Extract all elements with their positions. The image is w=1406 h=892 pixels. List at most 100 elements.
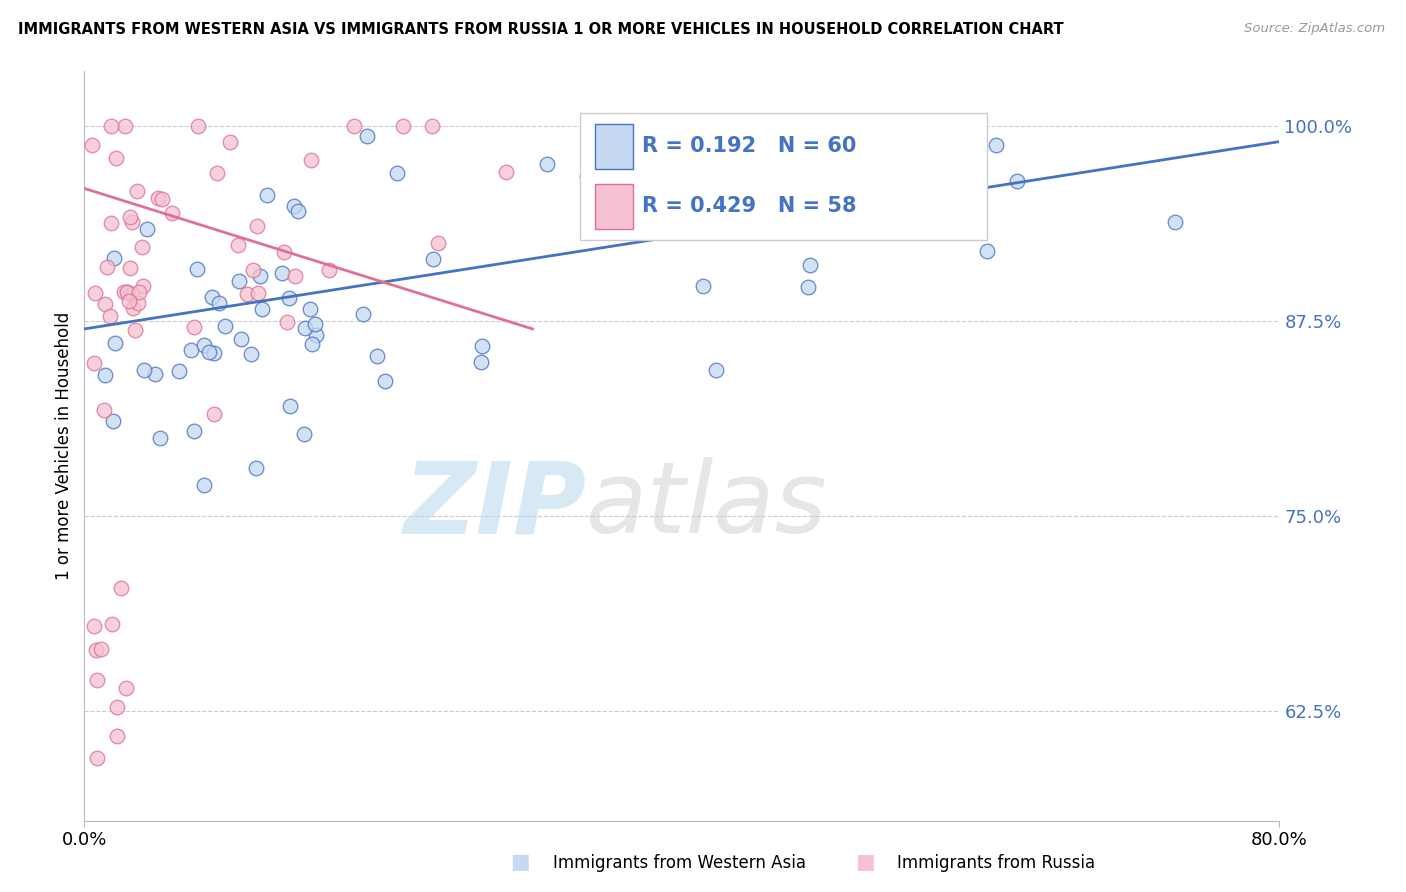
- Point: [148, 431, 170, 445]
- Point: [471, 339, 494, 353]
- Point: [104, 336, 127, 351]
- Point: [201, 290, 224, 304]
- Point: [193, 478, 215, 492]
- Point: [470, 354, 492, 368]
- Point: [218, 136, 240, 150]
- FancyBboxPatch shape: [595, 124, 633, 169]
- Point: [82, 138, 104, 153]
- Point: [93, 402, 115, 417]
- Point: [86, 673, 108, 687]
- Point: [385, 166, 408, 180]
- Point: [121, 215, 143, 229]
- Point: [202, 345, 225, 359]
- Point: [228, 238, 250, 252]
- Point: [292, 426, 315, 441]
- Point: [101, 616, 124, 631]
- Point: [197, 344, 219, 359]
- Point: [976, 244, 998, 258]
- Point: [391, 119, 413, 133]
- Point: [180, 343, 202, 357]
- Point: [122, 301, 145, 315]
- Point: [183, 424, 205, 438]
- Point: [278, 399, 301, 413]
- Text: Immigrants from Russia: Immigrants from Russia: [897, 855, 1095, 872]
- Point: [124, 323, 146, 337]
- FancyBboxPatch shape: [595, 184, 633, 228]
- Point: [127, 295, 149, 310]
- Text: IMMIGRANTS FROM WESTERN ASIA VS IMMIGRANTS FROM RUSSIA 1 OR MORE VEHICLES IN HOU: IMMIGRANTS FROM WESTERN ASIA VS IMMIGRAN…: [18, 22, 1064, 37]
- Point: [160, 206, 183, 220]
- Point: [100, 119, 122, 133]
- Point: [318, 262, 340, 277]
- Point: [246, 285, 269, 300]
- Point: [356, 128, 378, 143]
- Point: [283, 199, 305, 213]
- Point: [797, 280, 820, 294]
- Point: [125, 184, 148, 198]
- Point: [799, 258, 821, 272]
- Point: [304, 318, 326, 332]
- Point: [90, 641, 112, 656]
- Point: [136, 222, 159, 236]
- FancyBboxPatch shape: [581, 112, 987, 240]
- Point: [207, 166, 229, 180]
- Point: [131, 278, 153, 293]
- Point: [284, 268, 307, 283]
- Point: [193, 338, 215, 352]
- Text: ZIP: ZIP: [404, 458, 586, 555]
- Point: [214, 318, 236, 333]
- Point: [115, 285, 138, 300]
- Point: [118, 260, 141, 275]
- Point: [495, 164, 517, 178]
- Point: [704, 363, 727, 377]
- Point: [84, 642, 107, 657]
- Point: [298, 301, 321, 316]
- Point: [98, 309, 121, 323]
- Point: [366, 350, 388, 364]
- Point: [986, 138, 1008, 153]
- Point: [294, 320, 316, 334]
- Point: [422, 119, 444, 133]
- Text: Immigrants from Western Asia: Immigrants from Western Asia: [553, 855, 806, 872]
- Text: Source: ZipAtlas.com: Source: ZipAtlas.com: [1244, 22, 1385, 36]
- Point: [301, 337, 323, 351]
- Text: R = 0.429   N = 58: R = 0.429 N = 58: [643, 196, 858, 216]
- Point: [252, 301, 274, 316]
- Point: [167, 364, 190, 378]
- Point: [271, 266, 294, 280]
- Point: [83, 285, 105, 300]
- Point: [256, 188, 278, 202]
- Point: [100, 216, 122, 230]
- Point: [242, 262, 264, 277]
- Point: [107, 699, 129, 714]
- Point: [183, 320, 205, 334]
- Text: ■: ■: [855, 853, 875, 872]
- Point: [131, 239, 153, 253]
- Point: [186, 261, 208, 276]
- Text: R = 0.192   N = 60: R = 0.192 N = 60: [643, 136, 856, 156]
- Point: [246, 219, 269, 233]
- Point: [1164, 215, 1187, 229]
- Point: [86, 751, 108, 765]
- Point: [299, 153, 322, 167]
- Point: [692, 279, 714, 293]
- Point: [96, 260, 118, 275]
- Point: [128, 285, 150, 300]
- Point: [287, 203, 309, 218]
- Point: [422, 252, 444, 266]
- Point: [343, 119, 366, 133]
- Point: [245, 461, 267, 475]
- Point: [963, 186, 986, 201]
- Point: [305, 328, 328, 343]
- Point: [101, 414, 124, 428]
- Point: [93, 368, 115, 383]
- Y-axis label: 1 or more Vehicles in Household: 1 or more Vehicles in Household: [55, 312, 73, 580]
- Point: [117, 285, 139, 299]
- Point: [132, 363, 155, 377]
- Point: [228, 274, 250, 288]
- Point: [110, 581, 132, 595]
- Point: [352, 306, 374, 320]
- Point: [208, 295, 231, 310]
- Point: [83, 356, 105, 370]
- Point: [120, 211, 142, 225]
